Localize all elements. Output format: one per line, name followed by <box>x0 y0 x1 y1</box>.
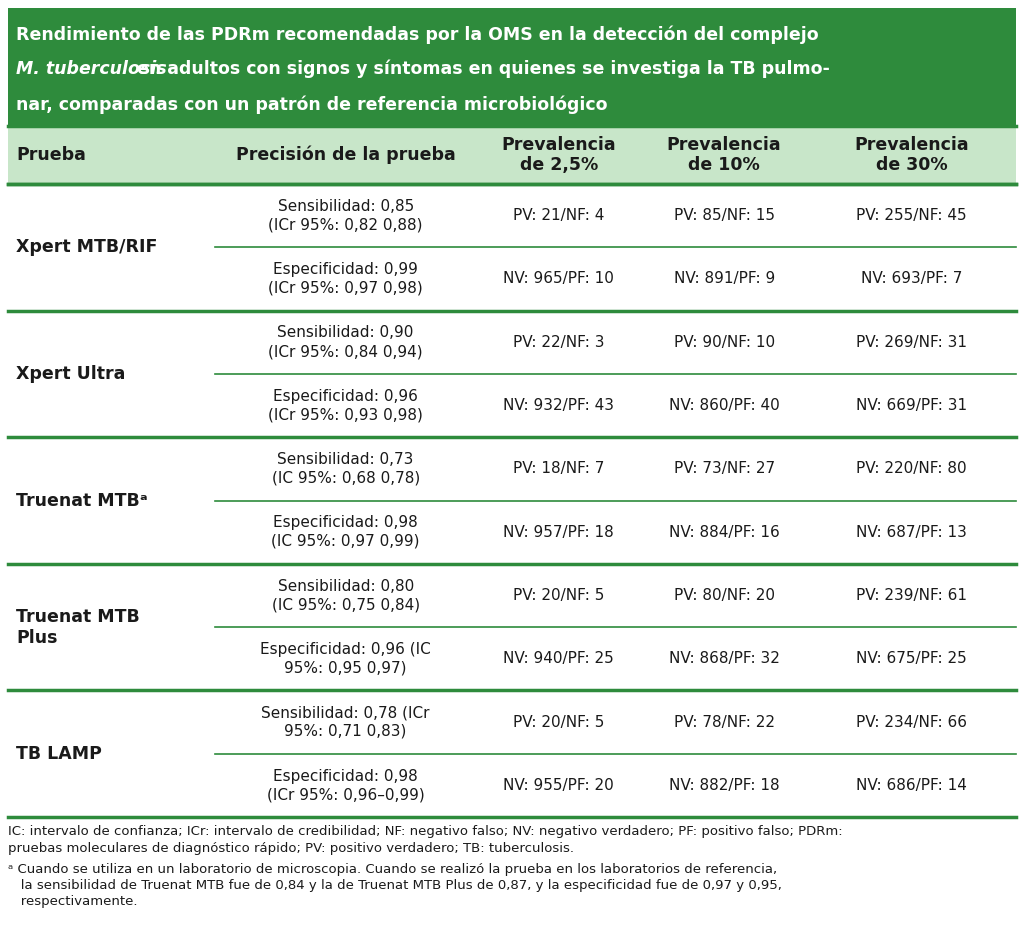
Text: PV: 239/NF: 61: PV: 239/NF: 61 <box>856 588 968 603</box>
Text: NV: 957/PF: 18: NV: 957/PF: 18 <box>504 524 614 539</box>
Text: NV: 884/PF: 16: NV: 884/PF: 16 <box>669 524 779 539</box>
Text: PV: 234/NF: 66: PV: 234/NF: 66 <box>856 714 968 730</box>
Text: la sensibilidad de Truenat MTB fue de 0,84 y la de Truenat MTB Plus de 0,87, y l: la sensibilidad de Truenat MTB fue de 0,… <box>8 879 782 892</box>
Text: en adultos con signos y síntomas en quienes se investiga la TB pulmo-: en adultos con signos y síntomas en quie… <box>131 60 829 79</box>
Text: PV: 269/NF: 31: PV: 269/NF: 31 <box>856 335 968 350</box>
Text: NV: 860/PF: 40: NV: 860/PF: 40 <box>669 398 779 413</box>
Text: PV: 255/NF: 45: PV: 255/NF: 45 <box>856 208 967 223</box>
Text: Precisión de la prueba: Precisión de la prueba <box>236 146 456 165</box>
Text: Prevalencia
de 2,5%: Prevalencia de 2,5% <box>502 136 616 175</box>
Text: Truenat MTB
Plus: Truenat MTB Plus <box>16 608 139 647</box>
Text: Prevalencia
de 30%: Prevalencia de 30% <box>854 136 969 175</box>
Text: NV: 686/PF: 14: NV: 686/PF: 14 <box>856 778 967 793</box>
Text: NV: 675/PF: 25: NV: 675/PF: 25 <box>856 651 967 666</box>
Text: NV: 940/PF: 25: NV: 940/PF: 25 <box>504 651 614 666</box>
Text: Especificidad: 0,98
(ICr 95%: 0,96–0,99): Especificidad: 0,98 (ICr 95%: 0,96–0,99) <box>267 769 425 802</box>
Text: Xpert Ultra: Xpert Ultra <box>16 364 125 383</box>
Text: Sensibilidad: 0,90
(ICr 95%: 0,84 0,94): Sensibilidad: 0,90 (ICr 95%: 0,84 0,94) <box>268 326 423 359</box>
Text: M. tuberculosis: M. tuberculosis <box>16 60 167 78</box>
Text: Especificidad: 0,96
(ICr 95%: 0,93 0,98): Especificidad: 0,96 (ICr 95%: 0,93 0,98) <box>268 388 423 423</box>
Text: PV: 20/NF: 5: PV: 20/NF: 5 <box>513 714 604 730</box>
Text: Xpert MTB/RIF: Xpert MTB/RIF <box>16 239 158 256</box>
Text: Sensibilidad: 0,73
(IC 95%: 0,68 0,78): Sensibilidad: 0,73 (IC 95%: 0,68 0,78) <box>271 452 420 486</box>
Text: PV: 22/NF: 3: PV: 22/NF: 3 <box>513 335 604 350</box>
Text: PV: 90/NF: 10: PV: 90/NF: 10 <box>674 335 775 350</box>
Text: NV: 687/PF: 13: NV: 687/PF: 13 <box>856 524 967 539</box>
Text: Especificidad: 0,96 (IC
95%: 0,95 0,97): Especificidad: 0,96 (IC 95%: 0,95 0,97) <box>260 642 431 675</box>
Text: TB LAMP: TB LAMP <box>16 745 101 763</box>
Text: Especificidad: 0,98
(IC 95%: 0,97 0,99): Especificidad: 0,98 (IC 95%: 0,97 0,99) <box>271 515 420 549</box>
Text: Rendimiento de las PDRm recomendadas por la OMS en la detección del complejo: Rendimiento de las PDRm recomendadas por… <box>16 26 818 44</box>
Text: NV: 965/PF: 10: NV: 965/PF: 10 <box>504 271 614 287</box>
Text: Sensibilidad: 0,78 (ICr
95%: 0,71 0,83): Sensibilidad: 0,78 (ICr 95%: 0,71 0,83) <box>261 705 430 739</box>
Polygon shape <box>8 184 1016 817</box>
Polygon shape <box>8 8 1016 126</box>
Text: Prueba: Prueba <box>16 146 86 164</box>
Text: Sensibilidad: 0,85
(ICr 95%: 0,82 0,88): Sensibilidad: 0,85 (ICr 95%: 0,82 0,88) <box>268 199 423 232</box>
Text: PV: 78/NF: 22: PV: 78/NF: 22 <box>674 714 775 730</box>
Text: NV: 868/PF: 32: NV: 868/PF: 32 <box>669 651 779 666</box>
Text: PV: 20/NF: 5: PV: 20/NF: 5 <box>513 588 604 603</box>
Polygon shape <box>8 126 1016 184</box>
Text: NV: 891/PF: 9: NV: 891/PF: 9 <box>674 271 775 287</box>
Text: Prevalencia
de 10%: Prevalencia de 10% <box>667 136 781 175</box>
Text: respectivamente.: respectivamente. <box>8 895 137 908</box>
Text: NV: 882/PF: 18: NV: 882/PF: 18 <box>669 778 779 793</box>
Text: NV: 932/PF: 43: NV: 932/PF: 43 <box>504 398 614 413</box>
Text: PV: 18/NF: 7: PV: 18/NF: 7 <box>513 462 604 476</box>
Text: IC: intervalo de confianza; ICr: intervalo de credibilidad; NF: negativo falso; : IC: intervalo de confianza; ICr: interva… <box>8 825 843 855</box>
Text: ᵃ Cuando se utiliza en un laboratorio de microscopia. Cuando se realizó la prueb: ᵃ Cuando se utiliza en un laboratorio de… <box>8 863 777 876</box>
Text: PV: 220/NF: 80: PV: 220/NF: 80 <box>856 462 967 476</box>
Text: NV: 693/PF: 7: NV: 693/PF: 7 <box>861 271 963 287</box>
Text: PV: 80/NF: 20: PV: 80/NF: 20 <box>674 588 775 603</box>
Text: NV: 955/PF: 20: NV: 955/PF: 20 <box>504 778 614 793</box>
Text: nar, comparadas con un patrón de referencia microbiológico: nar, comparadas con un patrón de referen… <box>16 96 607 115</box>
Text: Sensibilidad: 0,80
(IC 95%: 0,75 0,84): Sensibilidad: 0,80 (IC 95%: 0,75 0,84) <box>271 579 420 612</box>
Text: Especificidad: 0,99
(ICr 95%: 0,97 0,98): Especificidad: 0,99 (ICr 95%: 0,97 0,98) <box>268 262 423 296</box>
Text: PV: 73/NF: 27: PV: 73/NF: 27 <box>674 462 775 476</box>
Text: PV: 85/NF: 15: PV: 85/NF: 15 <box>674 208 775 223</box>
Text: PV: 21/NF: 4: PV: 21/NF: 4 <box>513 208 604 223</box>
Text: NV: 669/PF: 31: NV: 669/PF: 31 <box>856 398 968 413</box>
Text: Truenat MTBᵃ: Truenat MTBᵃ <box>16 491 147 510</box>
